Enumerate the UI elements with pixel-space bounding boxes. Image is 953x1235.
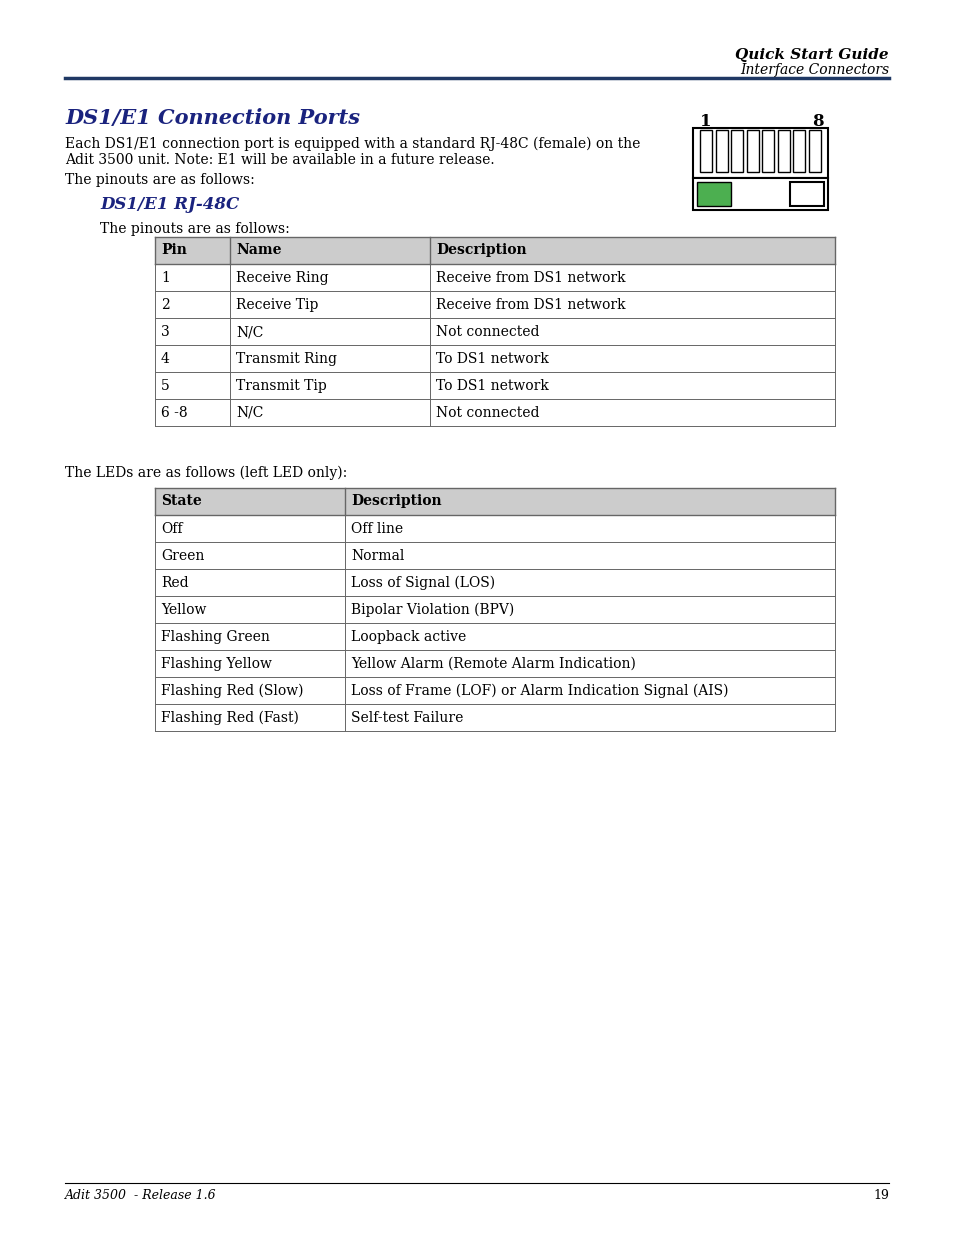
Text: Not connected: Not connected xyxy=(436,325,539,338)
Text: 19: 19 xyxy=(872,1189,888,1202)
Text: Receive from DS1 network: Receive from DS1 network xyxy=(436,298,625,312)
Text: Off line: Off line xyxy=(351,522,403,536)
Text: The pinouts are as follows:: The pinouts are as follows: xyxy=(65,173,254,186)
Text: The pinouts are as follows:: The pinouts are as follows: xyxy=(100,222,290,236)
Text: Not connected: Not connected xyxy=(436,406,539,420)
Bar xyxy=(715,130,727,172)
Text: Each DS1/E1 connection port is equipped with a standard RJ-48C (female) on the: Each DS1/E1 connection port is equipped … xyxy=(65,137,639,152)
Text: 1: 1 xyxy=(700,112,711,130)
Text: 4: 4 xyxy=(161,352,170,366)
Text: To DS1 network: To DS1 network xyxy=(436,379,548,393)
Text: Loss of Signal (LOS): Loss of Signal (LOS) xyxy=(351,576,495,590)
Text: Flashing Yellow: Flashing Yellow xyxy=(161,657,272,671)
Bar xyxy=(692,178,827,210)
Text: N/C: N/C xyxy=(235,406,263,420)
Text: Description: Description xyxy=(351,494,441,508)
Bar xyxy=(792,130,804,172)
Text: 2: 2 xyxy=(161,298,170,312)
Bar xyxy=(808,130,820,172)
Text: Bipolar Violation (BPV): Bipolar Violation (BPV) xyxy=(351,603,514,618)
Text: Flashing Red (Slow): Flashing Red (Slow) xyxy=(161,684,303,698)
Text: Yellow Alarm (Remote Alarm Indication): Yellow Alarm (Remote Alarm Indication) xyxy=(351,657,636,671)
Text: DS1/E1 RJ-48C: DS1/E1 RJ-48C xyxy=(100,196,239,212)
Text: Red: Red xyxy=(161,576,189,590)
Text: Transmit Ring: Transmit Ring xyxy=(235,352,336,366)
Text: Flashing Red (Fast): Flashing Red (Fast) xyxy=(161,711,298,725)
Bar xyxy=(746,130,758,172)
Text: Receive from DS1 network: Receive from DS1 network xyxy=(436,270,625,285)
Bar xyxy=(761,130,774,172)
Text: Loss of Frame (LOF) or Alarm Indication Signal (AIS): Loss of Frame (LOF) or Alarm Indication … xyxy=(351,684,728,698)
Text: Receive Ring: Receive Ring xyxy=(235,270,328,285)
Text: Name: Name xyxy=(235,243,281,257)
Text: Adit 3500 unit. Note: E1 will be available in a future release.: Adit 3500 unit. Note: E1 will be availab… xyxy=(65,153,494,167)
Text: 6 -8: 6 -8 xyxy=(161,406,188,420)
Text: Yellow: Yellow xyxy=(161,603,206,618)
Bar xyxy=(789,182,823,206)
Bar xyxy=(154,237,834,264)
Text: 3: 3 xyxy=(161,325,170,338)
Text: Off: Off xyxy=(161,522,182,536)
Text: Flashing Green: Flashing Green xyxy=(161,630,270,643)
Text: Description: Description xyxy=(436,243,526,257)
Text: Interface Connectors: Interface Connectors xyxy=(740,63,888,77)
Bar xyxy=(777,130,789,172)
Bar xyxy=(154,488,834,515)
Bar xyxy=(692,128,827,178)
Text: Green: Green xyxy=(161,550,204,563)
Text: 8: 8 xyxy=(811,112,822,130)
Bar xyxy=(731,130,742,172)
Text: N/C: N/C xyxy=(235,325,263,338)
Text: Self-test Failure: Self-test Failure xyxy=(351,711,463,725)
Text: Transmit Tip: Transmit Tip xyxy=(235,379,327,393)
Text: The LEDs are as follows (left LED only):: The LEDs are as follows (left LED only): xyxy=(65,466,347,480)
Text: Pin: Pin xyxy=(161,243,187,257)
Text: State: State xyxy=(161,494,201,508)
Bar xyxy=(697,182,730,206)
Text: DS1/E1 Connection Ports: DS1/E1 Connection Ports xyxy=(65,107,359,128)
Text: 1: 1 xyxy=(161,270,170,285)
Text: Loopback active: Loopback active xyxy=(351,630,466,643)
Text: Normal: Normal xyxy=(351,550,404,563)
Bar xyxy=(700,130,712,172)
Text: Receive Tip: Receive Tip xyxy=(235,298,318,312)
Text: Adit 3500  - Release 1.6: Adit 3500 - Release 1.6 xyxy=(65,1189,216,1202)
Text: 5: 5 xyxy=(161,379,170,393)
Text: Quick Start Guide: Quick Start Guide xyxy=(735,48,888,62)
Text: To DS1 network: To DS1 network xyxy=(436,352,548,366)
